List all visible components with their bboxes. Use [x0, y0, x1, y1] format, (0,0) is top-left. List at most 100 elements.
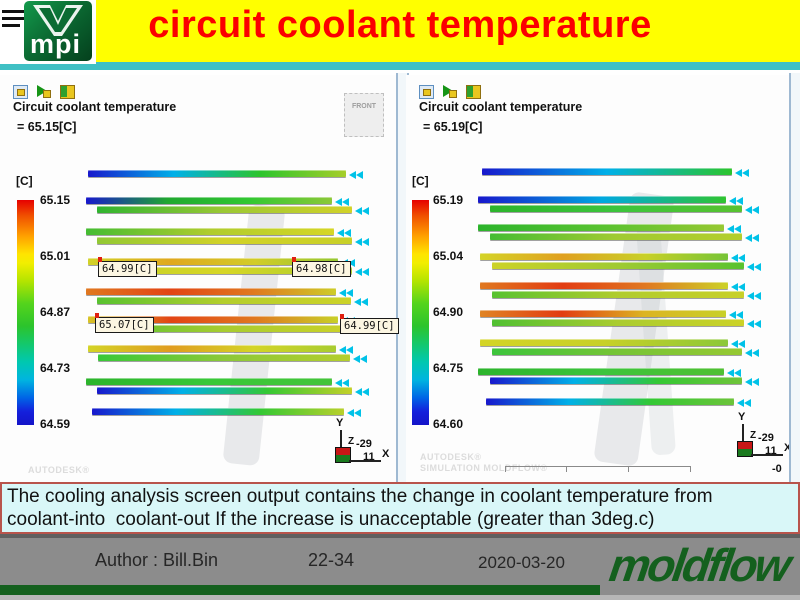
- coolant-channel-bar: [486, 398, 734, 405]
- plot-play-icon[interactable]: [443, 85, 458, 98]
- coolant-channel-bar: [492, 291, 744, 298]
- logo-v-icon: [33, 5, 83, 36]
- autodesk-watermark: AUTODESK®: [420, 452, 482, 462]
- plot-overlay-icon[interactable]: [465, 85, 481, 99]
- channel-plot-area: 64.99[C] 64.98[C] 65.07[C] 64.99[C]: [0, 75, 399, 482]
- coolant-channel-bar: [98, 354, 350, 361]
- axis-cube-icon: [737, 441, 753, 457]
- plot-result-value: = 65.15[C]: [17, 120, 77, 134]
- author-label: Author : Bill.Bin: [95, 550, 219, 570]
- coolant-channel-bar: [98, 325, 352, 332]
- logo-text: mpi: [30, 29, 82, 59]
- axis-z-label: Z: [348, 436, 355, 447]
- flow-arrow-icon: [754, 292, 761, 300]
- color-scale-bar: [17, 200, 34, 425]
- flow-arrow-icon: [362, 238, 369, 246]
- flow-arrow-icon: [752, 234, 759, 242]
- flow-arrow-icon: [335, 198, 342, 206]
- legend-tick: 64.87: [40, 305, 71, 319]
- plot-lock-icon[interactable]: [13, 85, 28, 99]
- coolant-channel-bar: [98, 267, 352, 274]
- flow-arrow-icon: [745, 206, 752, 214]
- axis-x-rotation: 11: [363, 451, 375, 463]
- moldflow-logo: moldflow: [606, 539, 792, 591]
- page-number: 22-34: [308, 550, 355, 570]
- right-result-panel: Circuit coolant temperature = 65.19[C] […: [406, 75, 791, 482]
- plot-toolbar: [13, 85, 80, 99]
- axis-z-rotation: -29: [758, 432, 774, 444]
- legend-tick: 65.04: [433, 249, 464, 263]
- date-label: 2020-03-20: [478, 553, 565, 572]
- footer-bottom-strip: [0, 595, 800, 600]
- coolant-channel-bar: [97, 206, 352, 213]
- legend-tick: 65.01: [40, 249, 71, 263]
- plot-play-icon[interactable]: [37, 85, 52, 98]
- coolant-channel-bar: [97, 387, 352, 394]
- flow-arrow-icon: [731, 283, 738, 291]
- flow-arrow-icon: [360, 355, 367, 363]
- coolant-channel-bar: [492, 262, 744, 269]
- legend-tick: 65.19: [433, 193, 464, 207]
- legend-tick: 64.73: [40, 361, 71, 375]
- flow-arrow-icon: [744, 399, 751, 407]
- flow-arrow-icon: [348, 259, 355, 267]
- flow-arrow-icon: [355, 207, 362, 215]
- logo-green-square: mpi: [24, 1, 92, 61]
- slide-title: circuit coolant temperature: [148, 4, 652, 46]
- plot-lock-icon[interactable]: [419, 85, 434, 99]
- mpi-logo: mpi: [0, 0, 96, 64]
- coolant-channel-bar: [478, 224, 724, 231]
- plot-overlay-icon[interactable]: [59, 85, 75, 99]
- coolant-channel-bar: [86, 288, 336, 295]
- flow-arrow-icon: [754, 320, 761, 328]
- legend-tick: 64.59: [40, 417, 71, 431]
- title-banner: circuit coolant temperature: [0, 0, 800, 62]
- view-cube[interactable]: FRONT: [344, 93, 384, 137]
- plot-title: Circuit coolant temperature: [419, 100, 583, 114]
- coolant-channel-bar: [86, 228, 334, 235]
- axis-z-label: Z: [750, 430, 757, 441]
- flow-arrow-icon: [747, 320, 754, 328]
- plot-title: Circuit coolant temperature: [13, 100, 177, 114]
- coolant-channel-bar: [492, 319, 744, 326]
- axis-triad: Y Z -29 X 11 -0: [734, 411, 800, 475]
- flow-arrow-icon: [737, 399, 744, 407]
- axis-y-label: Y: [336, 417, 344, 429]
- axis-y-label: Y: [738, 411, 746, 423]
- coolant-channel-bar: [480, 310, 726, 317]
- axis-z-rotation: -29: [356, 438, 372, 450]
- flow-arrow-icon: [346, 346, 353, 354]
- coolant-channel-bar: [480, 282, 728, 289]
- coolant-channel-bar: [88, 345, 336, 352]
- axis-extra-value: -0: [772, 463, 782, 475]
- coolant-channel-bar: [88, 316, 338, 323]
- flow-arrow-icon: [734, 225, 741, 233]
- coolant-channel-bar: [492, 348, 742, 355]
- scale-ruler: [505, 466, 691, 474]
- flow-arrow-icon: [337, 229, 344, 237]
- view-cube-label: FRONT: [351, 103, 377, 110]
- coolant-channel-bar: [86, 197, 332, 204]
- flow-arrow-icon: [342, 198, 349, 206]
- logo-speed-line: [2, 17, 26, 20]
- axis-y-line: [742, 424, 744, 442]
- plot-toolbar: [419, 85, 486, 99]
- temperature-callout: 64.99[C]: [340, 314, 399, 334]
- flow-arrow-icon: [752, 206, 759, 214]
- flow-arrow-icon: [356, 171, 363, 179]
- coolant-channel-bar: [490, 377, 742, 384]
- axis-x-line: [751, 454, 783, 456]
- caption-line-1: The cooling analysis screen output conta…: [7, 486, 713, 507]
- footer: Author : Bill.Bin 22-34 2020-03-20 moldf…: [0, 538, 800, 600]
- flow-arrow-icon: [362, 388, 369, 396]
- flow-arrow-icon: [738, 283, 745, 291]
- flow-arrow-icon: [738, 340, 745, 348]
- axis-triad: Y Z -29 X 11: [332, 417, 398, 475]
- color-scale-bar: [412, 200, 429, 425]
- flow-arrow-icon: [349, 171, 356, 179]
- flow-arrow-icon: [729, 197, 736, 205]
- flow-arrow-icon: [736, 197, 743, 205]
- flow-arrow-icon: [735, 169, 742, 177]
- legend-tick: 64.60: [433, 417, 464, 431]
